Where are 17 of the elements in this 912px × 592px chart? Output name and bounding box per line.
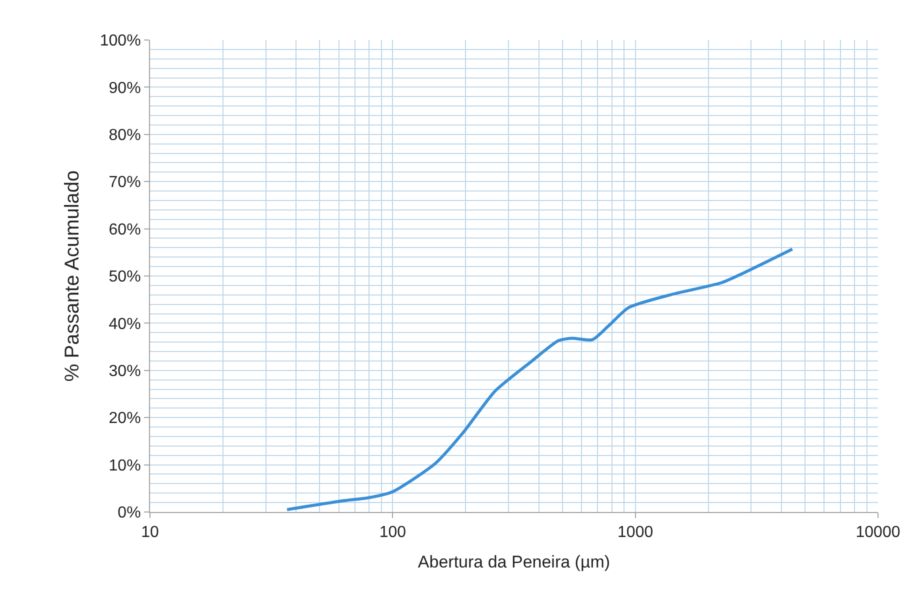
x-tick-label: 100 xyxy=(379,524,406,542)
x-tick-label: 1000 xyxy=(618,524,654,542)
y-tick-label: 10% xyxy=(108,457,141,474)
x-tick-label: 10 xyxy=(141,524,159,542)
y-tick-label: 0% xyxy=(118,504,141,522)
y-tick-label: 20% xyxy=(108,410,141,428)
y-tick-label: 100% xyxy=(100,32,141,50)
y-tick-label: 60% xyxy=(108,221,141,238)
y-tick-label: 30% xyxy=(108,363,141,380)
y-axis-title: % Passante Acumulado xyxy=(61,170,84,382)
y-tick-label: 80% xyxy=(108,127,141,144)
y-tick-label: 70% xyxy=(108,174,141,192)
y-tick-label: 40% xyxy=(108,316,141,333)
y-tick-label: 90% xyxy=(108,80,141,97)
x-axis-title: Abertura da Peneira (µm) xyxy=(418,552,610,572)
y-tick-label: 50% xyxy=(108,268,141,286)
x-tick-label: 10000 xyxy=(856,524,900,542)
